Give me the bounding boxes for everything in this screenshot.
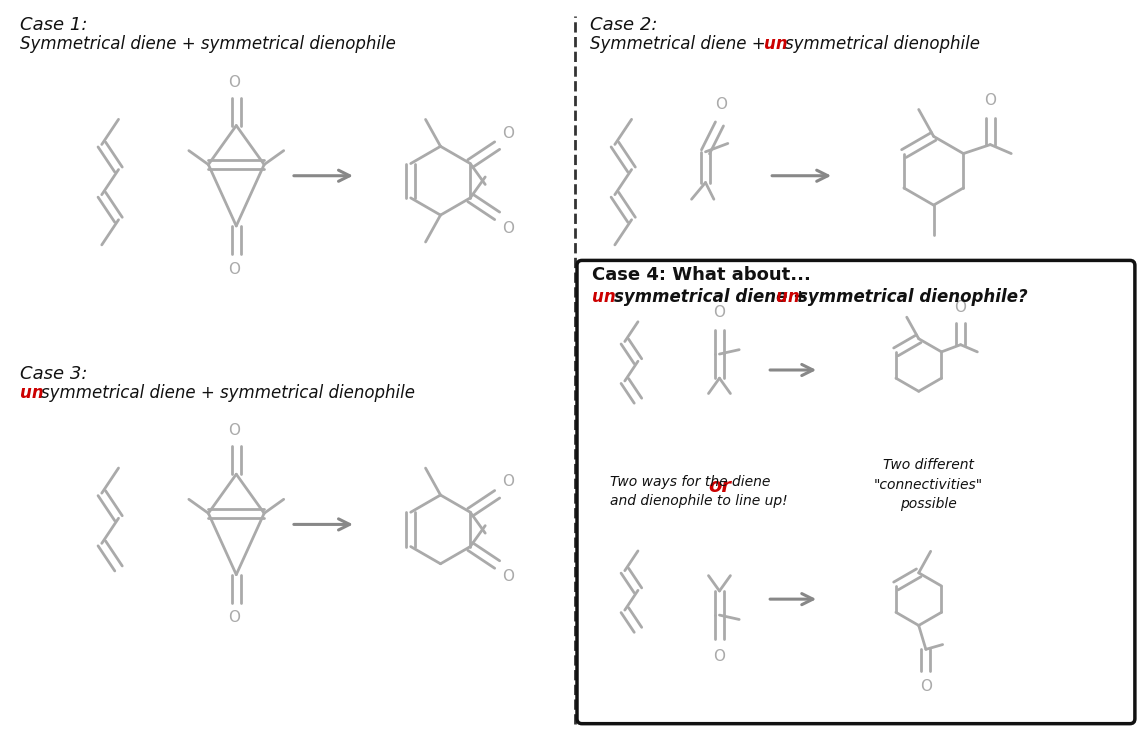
- Text: Symmetrical diene + symmetrical dienophile: Symmetrical diene + symmetrical dienophi…: [20, 36, 396, 53]
- Text: symmetrical dienophile?: symmetrical dienophile?: [798, 289, 1027, 306]
- FancyBboxPatch shape: [577, 260, 1135, 724]
- Text: O: O: [713, 649, 726, 664]
- Text: O: O: [502, 126, 514, 141]
- Text: un: un: [776, 289, 800, 306]
- Text: symmetrical diene + symmetrical dienophile: symmetrical diene + symmetrical dienophi…: [41, 384, 416, 402]
- Text: O: O: [920, 679, 932, 694]
- Text: Two ways for the diene
and dienophile to line up!: Two ways for the diene and dienophile to…: [610, 475, 788, 508]
- Text: O: O: [228, 610, 240, 625]
- Text: Case 4: What about...: Case 4: What about...: [592, 266, 810, 284]
- Text: O: O: [715, 97, 728, 112]
- Text: O: O: [228, 262, 240, 277]
- Text: or: or: [708, 477, 731, 496]
- Text: un: un: [765, 36, 788, 53]
- Text: O: O: [502, 221, 514, 236]
- Text: O: O: [955, 300, 967, 315]
- Text: Case 1:: Case 1:: [20, 16, 87, 34]
- Text: Case 3:: Case 3:: [20, 365, 87, 383]
- Text: symmetrical dienophile: symmetrical dienophile: [785, 36, 980, 53]
- Text: O: O: [502, 474, 514, 489]
- Text: symmetrical diene +: symmetrical diene +: [614, 289, 813, 306]
- Text: Two different
"connectivities"
possible: Two different "connectivities" possible: [874, 458, 983, 511]
- Text: un: un: [20, 384, 44, 402]
- Text: O: O: [984, 92, 996, 108]
- Text: un: un: [592, 289, 615, 306]
- Text: O: O: [228, 75, 240, 90]
- Text: Case 2:: Case 2:: [590, 16, 658, 34]
- Text: O: O: [228, 423, 240, 438]
- Text: O: O: [713, 305, 726, 320]
- Text: O: O: [502, 570, 514, 585]
- Text: Symmetrical diene +: Symmetrical diene +: [590, 36, 770, 53]
